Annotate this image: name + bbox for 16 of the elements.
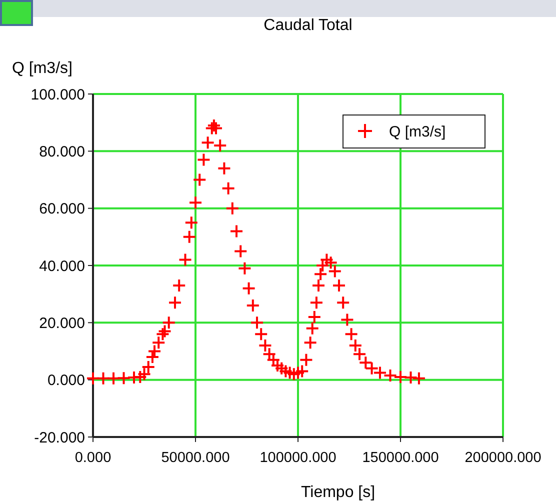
y-tick-label: 20.000 (39, 314, 85, 332)
y-tick-label: -20.000 (34, 429, 85, 446)
y-tick-label: 80.000 (39, 143, 85, 160)
y-tick-label: 100.000 (30, 86, 85, 104)
x-axis-title: Tiempo [s] (300, 484, 376, 501)
chart-title: Caudal Total (264, 17, 352, 34)
x-tick-label: 0.000 (74, 450, 112, 466)
x-tick-label: 150000.000 (362, 450, 439, 466)
legend-label: Q [m3/s] (389, 123, 446, 140)
x-tick-label: 200000.000 (464, 450, 542, 466)
x-tick-label: 50000.000 (161, 450, 230, 466)
x-tick-label: 100000.000 (260, 450, 336, 466)
y-axis-title: Q [m3/s] (12, 60, 72, 77)
y-tick-label: 0.000 (47, 372, 85, 390)
y-tick-label: 40.000 (39, 258, 85, 275)
y-tick-label: 60.000 (39, 200, 85, 218)
